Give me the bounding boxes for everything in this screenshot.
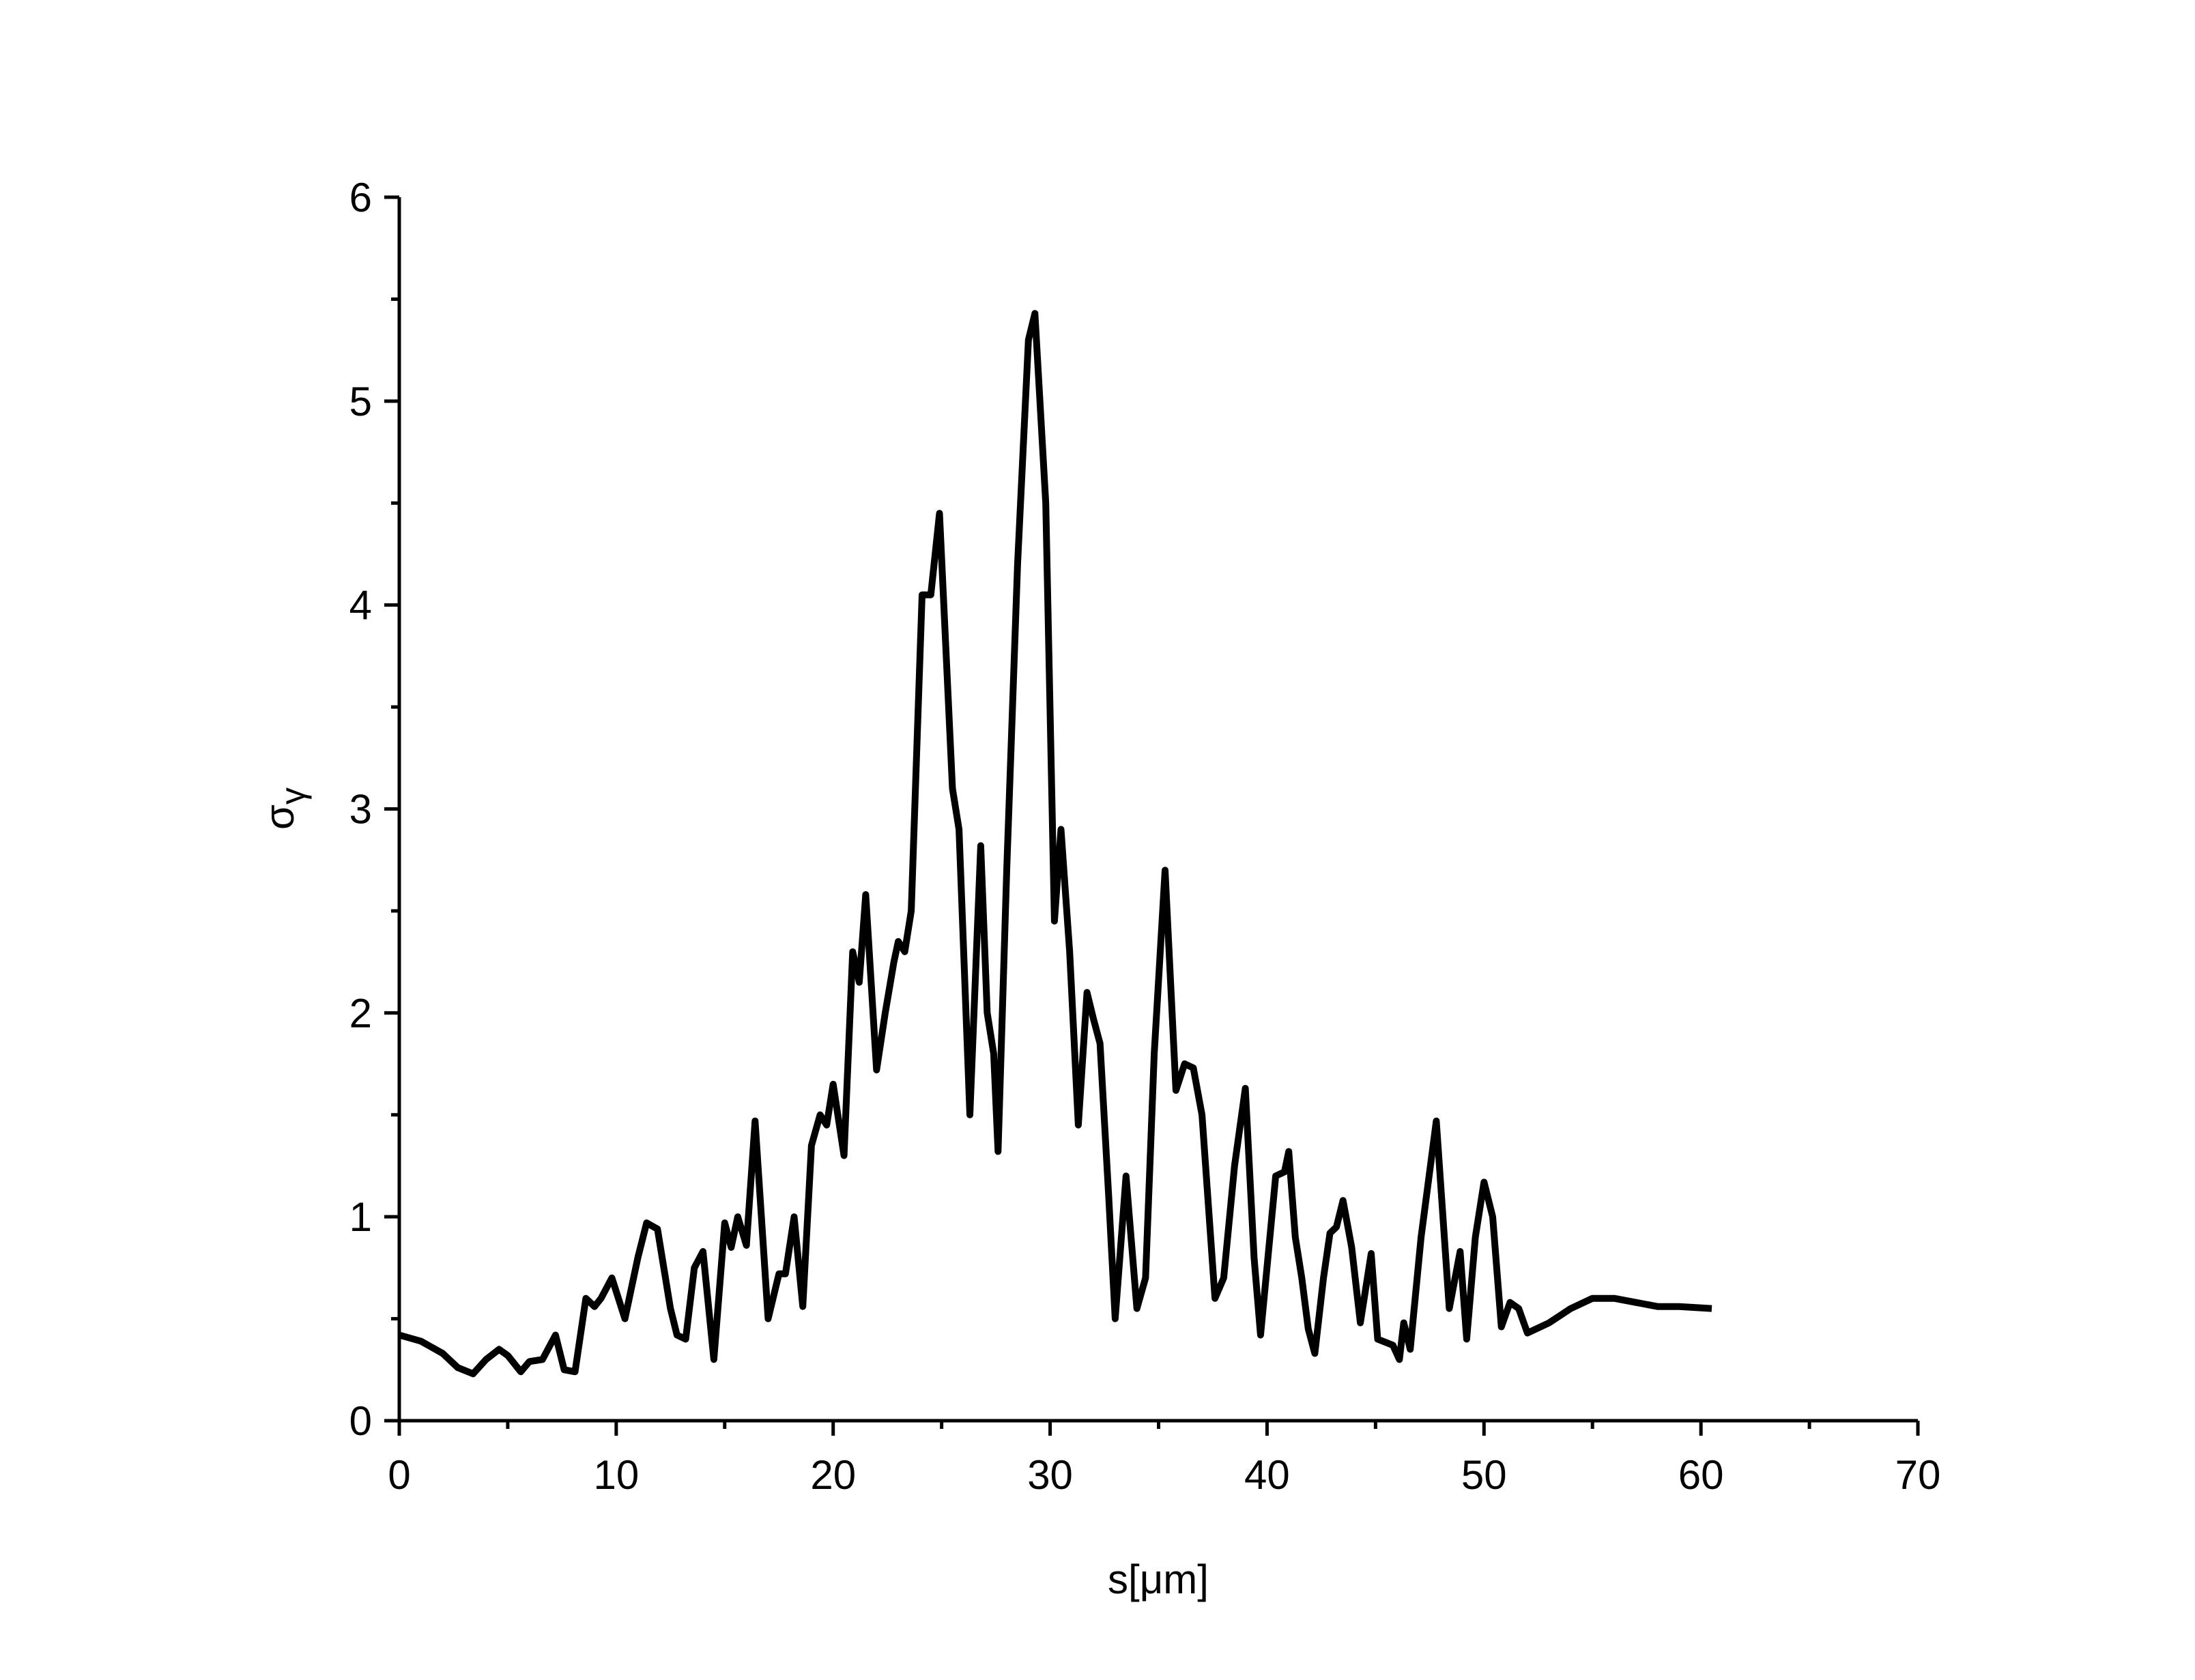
- y-tick-label: 6: [349, 175, 372, 220]
- x-tick-label: 60: [1678, 1452, 1724, 1498]
- y-axis-label: σγ: [257, 787, 312, 830]
- x-tick-label: 30: [1027, 1452, 1073, 1498]
- y-tick-label: 5: [349, 379, 372, 424]
- x-axis-label: s[μm]: [1108, 1556, 1209, 1602]
- y-tick-label: 4: [349, 583, 372, 628]
- x-tick-label: 10: [593, 1452, 639, 1498]
- y-tick-label: 1: [349, 1194, 372, 1240]
- x-tick-label: 20: [810, 1452, 856, 1498]
- y-tick-label: 0: [349, 1398, 372, 1444]
- x-tick-label: 0: [388, 1452, 410, 1498]
- y-tick-label: 2: [349, 990, 372, 1036]
- x-tick-label: 70: [1895, 1452, 1941, 1498]
- y-axis-label-main: σ: [257, 805, 302, 830]
- x-tick-label: 40: [1244, 1452, 1290, 1498]
- data-line: [398, 310, 1712, 1378]
- y-axis-label-subscript: γ: [274, 787, 312, 805]
- x-tick-label: 50: [1461, 1452, 1507, 1498]
- y-tick-label: 3: [349, 787, 372, 832]
